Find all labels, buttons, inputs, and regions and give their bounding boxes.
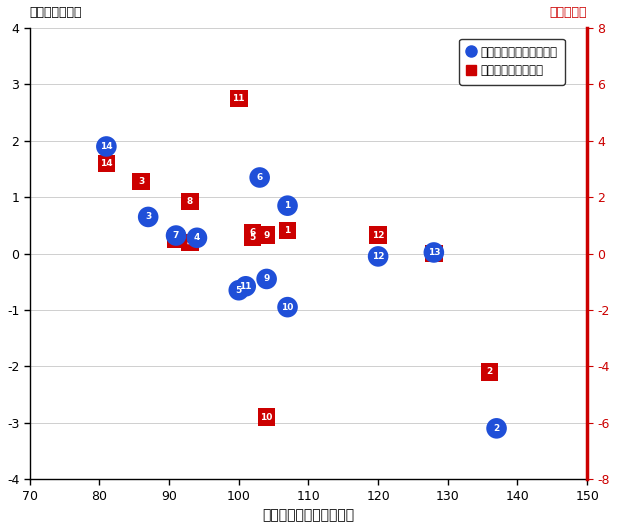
Point bbox=[136, 177, 146, 186]
Text: 7: 7 bbox=[173, 234, 180, 243]
Point bbox=[143, 213, 153, 221]
Text: 5: 5 bbox=[236, 286, 242, 295]
Text: 14: 14 bbox=[100, 159, 113, 168]
Text: 6: 6 bbox=[257, 173, 263, 182]
Text: 10: 10 bbox=[260, 413, 273, 422]
Point bbox=[373, 252, 383, 261]
Text: 12: 12 bbox=[372, 231, 384, 240]
Point bbox=[171, 235, 181, 243]
Point bbox=[262, 275, 271, 283]
Text: 9: 9 bbox=[263, 275, 270, 284]
Point bbox=[262, 413, 271, 421]
Text: 8: 8 bbox=[187, 197, 193, 206]
Text: 10: 10 bbox=[281, 303, 294, 312]
Text: 13: 13 bbox=[428, 249, 440, 258]
X-axis label: 政権運営の不安定性指数: 政権運営の不安定性指数 bbox=[262, 508, 355, 522]
Point bbox=[185, 238, 195, 247]
Text: 2: 2 bbox=[486, 368, 493, 377]
Point bbox=[262, 231, 271, 240]
Point bbox=[101, 142, 111, 151]
Point bbox=[234, 286, 244, 295]
Text: 3: 3 bbox=[138, 177, 144, 186]
Text: 1: 1 bbox=[284, 226, 291, 235]
Point bbox=[283, 226, 292, 235]
Point bbox=[492, 424, 502, 433]
Point bbox=[255, 174, 265, 182]
Text: 4: 4 bbox=[187, 238, 193, 247]
Text: 7: 7 bbox=[173, 231, 180, 240]
Point bbox=[283, 303, 292, 312]
Point bbox=[429, 249, 439, 258]
Point bbox=[429, 248, 439, 257]
Point bbox=[248, 228, 258, 236]
Text: 12: 12 bbox=[372, 252, 384, 261]
Text: 11: 11 bbox=[239, 282, 252, 291]
Point bbox=[185, 197, 195, 206]
Text: 3: 3 bbox=[145, 213, 151, 222]
Text: 雇用者数伸び率: 雇用者数伸び率 bbox=[30, 6, 82, 19]
Point bbox=[234, 94, 244, 103]
Text: 11: 11 bbox=[233, 94, 245, 103]
Text: 1: 1 bbox=[284, 201, 291, 210]
Text: 2: 2 bbox=[494, 424, 500, 433]
Point bbox=[241, 282, 251, 290]
Legend: 雇用者数伸び率（左軸）, 経済成長率（右軸）: 雇用者数伸び率（左軸）, 経済成長率（右軸） bbox=[459, 39, 565, 85]
Text: 13: 13 bbox=[428, 248, 440, 257]
Point bbox=[373, 231, 383, 240]
Text: 4: 4 bbox=[194, 233, 200, 242]
Point bbox=[192, 234, 202, 242]
Text: 9: 9 bbox=[263, 231, 270, 240]
Text: 5: 5 bbox=[249, 233, 256, 242]
Point bbox=[171, 231, 181, 240]
Text: 経済成長率: 経済成長率 bbox=[550, 6, 587, 19]
Point bbox=[485, 368, 495, 376]
Point bbox=[283, 202, 292, 210]
Point bbox=[101, 159, 111, 168]
Text: 6: 6 bbox=[249, 228, 256, 237]
Text: 14: 14 bbox=[100, 142, 113, 151]
Point bbox=[248, 233, 258, 241]
